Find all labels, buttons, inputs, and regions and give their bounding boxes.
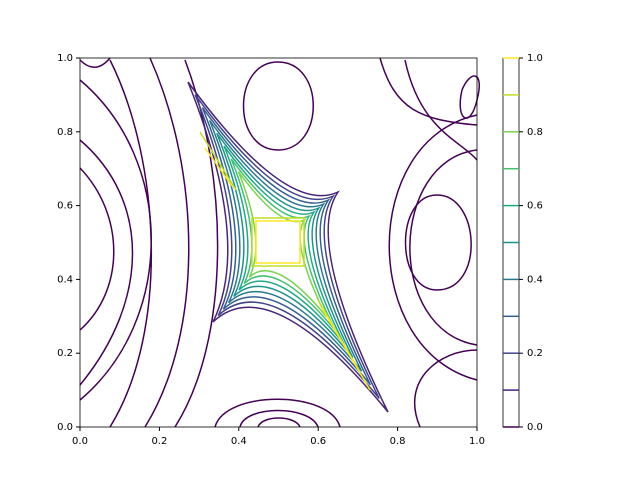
y-tick-label: 0.0 <box>57 422 73 433</box>
x-tick-label: 0.0 <box>72 436 88 447</box>
contour-line <box>404 194 472 291</box>
x-tick-label: 0.4 <box>231 436 247 447</box>
x-tick-label: 0.2 <box>151 436 167 447</box>
contour-line <box>257 417 301 428</box>
contour-line <box>79 139 134 386</box>
contour-line <box>79 57 111 68</box>
contour-line <box>214 398 341 428</box>
contour-line <box>204 147 233 187</box>
plot-area <box>79 57 481 428</box>
contour-line <box>251 217 305 267</box>
contour-line <box>187 81 389 413</box>
contour-line <box>144 57 190 428</box>
y-tick-label: 0.4 <box>57 274 73 285</box>
colorbar-tick-label: 0.6 <box>527 201 543 212</box>
y-tick-label: 0.6 <box>57 201 73 212</box>
colorbar-tick-label: 1.0 <box>527 53 543 64</box>
contour-line <box>201 107 372 386</box>
contour-line <box>242 61 314 151</box>
colorbar-tick-label: 0.2 <box>527 348 543 359</box>
x-tick-label: 1.0 <box>469 436 485 447</box>
y-tick-label: 0.8 <box>57 127 73 138</box>
contour-line <box>194 94 380 399</box>
colorbar-tick-label: 0.0 <box>527 422 543 433</box>
contour-line <box>404 59 478 161</box>
colorbar-tick-label: 0.4 <box>527 274 543 285</box>
contour-line <box>379 57 478 126</box>
axes-frame <box>79 57 478 428</box>
contour-line <box>79 167 115 331</box>
contour-line <box>413 349 478 428</box>
contour-line <box>109 59 152 428</box>
x-tick-label: 0.8 <box>390 436 406 447</box>
x-tick-label: 0.6 <box>310 436 326 447</box>
y-tick-label: 0.2 <box>57 348 73 359</box>
contour-line <box>255 220 301 264</box>
contour-line <box>409 149 478 346</box>
contour-line <box>199 131 237 191</box>
contour-line <box>388 114 478 381</box>
contour-line <box>321 307 371 391</box>
y-tick-label: 1.0 <box>57 53 73 64</box>
contour-line <box>239 409 319 428</box>
contour-line <box>459 75 481 119</box>
colorbar-tick-label: 0.8 <box>527 127 543 138</box>
contour-line <box>208 119 363 372</box>
contour-line <box>216 132 354 359</box>
